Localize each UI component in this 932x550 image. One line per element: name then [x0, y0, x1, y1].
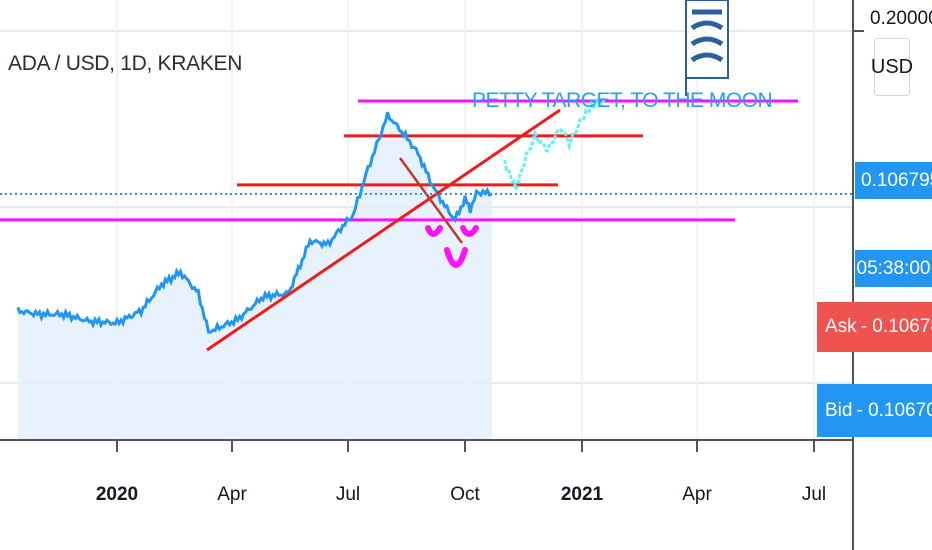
series-line-projection [503, 97, 607, 195]
bid-label: Bid [825, 399, 853, 421]
x-tick-label: Apr [217, 484, 247, 505]
x-tick-label: Apr [682, 484, 712, 505]
ask-dash: - [860, 316, 873, 337]
ask-value: 0.106781 [872, 316, 932, 337]
horizontal-levels[interactable] [0, 99, 798, 222]
trendline-red[interactable] [206, 108, 561, 352]
head-mark [444, 247, 468, 268]
currency-button[interactable]: USD [871, 38, 913, 96]
shoulder-right-mark [460, 225, 479, 237]
x-tick-label: Jul [335, 484, 361, 505]
countdown-tag: 05:38:00 [855, 250, 932, 287]
price-area-fill [17, 112, 492, 440]
last-price-tag: 0.106795 [855, 162, 932, 199]
target-annotation[interactable]: PETTY TARGET, TO THE MOON [472, 89, 773, 112]
x-tick-label: Oct [450, 484, 480, 505]
x-ticks [116, 440, 815, 452]
neckline-red[interactable] [398, 157, 464, 244]
series-line-ada-usd [16, 111, 493, 334]
x-tick-label: 2021 [560, 484, 604, 505]
bid-tag: Bid - 0.106706 [817, 384, 932, 437]
logo-icon [685, 0, 729, 96]
x-tick-label: 2020 [95, 484, 139, 505]
ask-label: Ask [825, 316, 857, 337]
series-lines [16, 97, 607, 334]
price-area [17, 112, 492, 440]
price-axis-top-label: 0.200000 [870, 8, 932, 29]
drawings[interactable] [206, 108, 561, 352]
bid-value: 0.106706 [868, 399, 932, 421]
bid-dash: - [856, 399, 869, 421]
x-tick-label: Jul [801, 484, 827, 505]
ask-tag: Ask - 0.106781 [817, 302, 932, 352]
countdown-value: 05:38:00 [856, 257, 931, 279]
symbol-title[interactable]: ADA / USD, 1D, KRAKEN [8, 52, 243, 75]
shoulder-left-mark [425, 225, 443, 237]
last-price-value: 0.106795 [861, 169, 932, 191]
